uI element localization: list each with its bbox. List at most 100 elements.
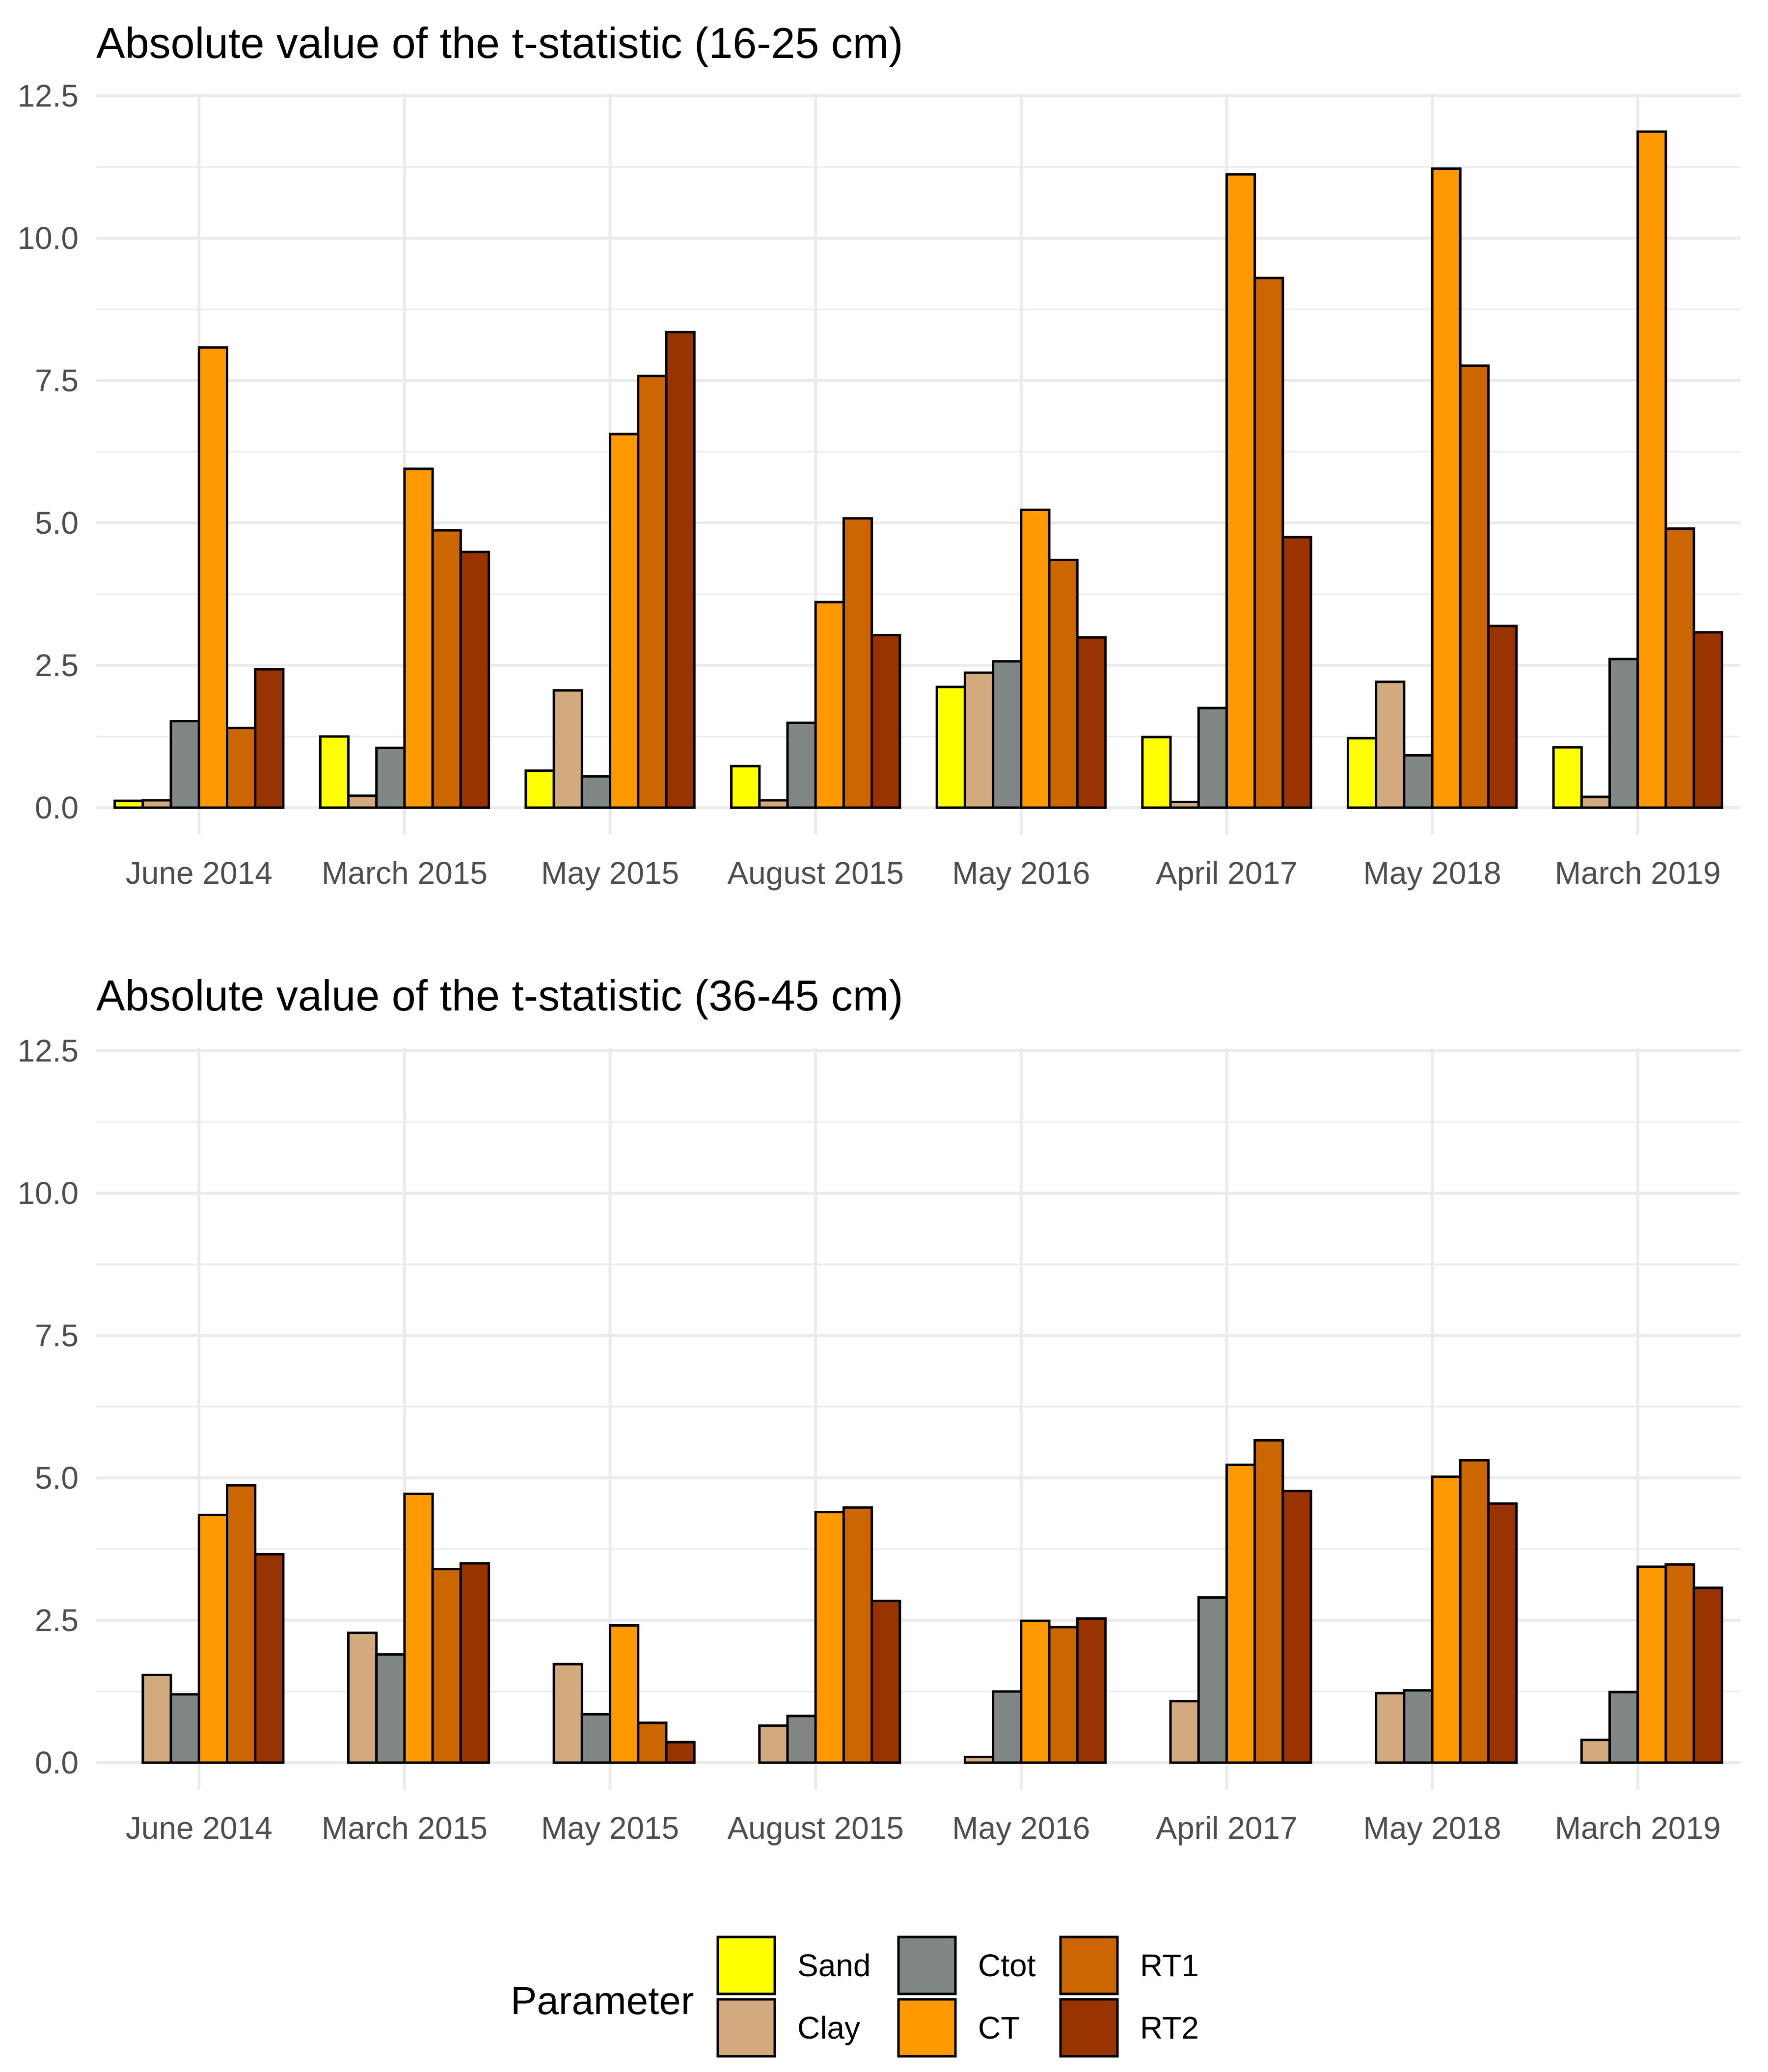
bar-clay-june-2014 [141,1673,172,1764]
bar-ctot-april-2017 [1197,1596,1228,1764]
bar-ct-march-2015 [403,467,434,809]
bar-rt1-may-2015 [637,1721,668,1764]
legend-label-ct: CT [978,2010,1020,2045]
bar-rt2-march-2015 [459,550,490,809]
bar-rt2-june-2014 [254,668,285,809]
bar-rt1-march-2019 [1664,1563,1695,1764]
bar-ctot-august-2015 [786,721,817,809]
legend-label-ctot: Ctot [978,1948,1036,1983]
x-tick-label: May 2016 [952,855,1090,891]
legend-key-ct [897,1998,957,2058]
bar-clay-may-2018 [1375,1691,1406,1764]
bar-clay-may-2015 [552,1663,583,1764]
y-tick-label: 7.5 [35,1318,79,1353]
bar-ct-may-2015 [609,433,640,809]
x-axis-labels: June 2014 March 2015 May 2015 August 2015 Ma… [126,855,1721,891]
bar-rt2-march-2015 [459,1562,490,1764]
bar-clay-august-2015 [758,1724,789,1764]
bar-rt2-may-2016 [1076,636,1107,809]
bar-clay-april-2017 [1169,1700,1200,1764]
bar-rt2-may-2018 [1487,625,1518,809]
bar-clay-april-2017 [1169,800,1200,809]
x-tick-label: May 2016 [952,1810,1090,1846]
legend-key-rt1 [1059,1936,1119,1995]
bar-rt2-august-2015 [870,1600,901,1764]
chart-panel-16-25cm: Absolute value of the t-statistic (16-25… [17,19,1741,891]
bar-rt1-april-2017 [1253,276,1284,809]
bar-ct-august-2015 [814,1511,845,1764]
y-tick-label: 7.5 [35,363,79,398]
bar-rt1-june-2014 [226,727,257,809]
bar-ct-march-2015 [403,1492,434,1764]
bar-clay-march-2019 [1580,795,1611,809]
bar-rt1-march-2019 [1664,527,1695,809]
y-tick-label: 10.0 [17,220,79,256]
x-tick-label: June 2014 [126,1810,272,1846]
legend-label-sand: Sand [797,1948,870,1983]
bar-clay-may-2016 [963,1755,995,1764]
bar-ctot-june-2014 [169,720,200,809]
bar-clay-august-2015 [758,799,789,809]
y-tick-label: 2.5 [35,648,79,683]
bar-ct-march-2019 [1636,1565,1667,1764]
bar-ct-april-2017 [1225,173,1256,809]
bar-ct-april-2017 [1225,1463,1256,1764]
bar-rt2-april-2017 [1281,536,1312,809]
bar-rt2-may-2015 [665,330,696,809]
y-tick-label: 0.0 [35,790,79,825]
bar-ctot-march-2015 [375,1653,406,1764]
bar-rt1-may-2015 [637,375,668,809]
bar-ct-august-2015 [814,600,845,809]
legend-key-clay [716,1998,776,2058]
bar-rt1-march-2015 [431,1568,462,1764]
chart-panel-36-45cm: Absolute value of the t-statistic (36-45… [17,971,1741,1846]
bar-clay-may-2018 [1375,681,1406,809]
y-tick-label: 12.5 [17,78,79,113]
bar-ctot-march-2019 [1608,1690,1639,1764]
legend-label-rt1: RT1 [1140,1948,1199,1983]
x-tick-label: March 2015 [322,855,488,891]
bar-sand-march-2015 [319,735,350,809]
bar-ct-may-2015 [609,1624,640,1764]
bars [113,130,1723,809]
legend-title: Parameter [511,1979,694,2022]
bar-rt2-may-2016 [1076,1617,1107,1764]
bar-rt1-may-2018 [1459,364,1490,809]
legend-label-rt2: RT2 [1140,2010,1199,2045]
bar-ctot-may-2015 [580,775,612,809]
bar-ctot-may-2016 [992,660,1023,809]
x-tick-label: May 2015 [541,1810,679,1846]
x-axis-labels: June 2014 March 2015 May 2015 August 2015 Ma… [126,1810,1721,1846]
bar-rt2-may-2015 [665,1741,696,1764]
bar-clay-june-2014 [141,799,172,809]
bar-rt2-june-2014 [254,1553,285,1764]
bar-ctot-august-2015 [786,1715,817,1764]
bar-ctot-may-2018 [1403,1689,1434,1764]
bar-ctot-may-2015 [580,1713,612,1764]
x-tick-label: March 2019 [1555,1810,1721,1846]
bar-rt2-may-2018 [1487,1502,1518,1764]
x-tick-label: June 2014 [126,855,272,891]
bar-ct-may-2016 [1020,1619,1051,1764]
bar-sand-april-2017 [1141,736,1172,809]
y-tick-label: 10.0 [17,1175,79,1211]
bar-sand-august-2015 [730,764,761,809]
bar-rt1-april-2017 [1253,1439,1284,1764]
bar-ctot-june-2014 [169,1693,200,1764]
x-tick-label: March 2015 [322,1810,488,1846]
bar-clay-march-2019 [1580,1739,1611,1764]
x-tick-label: August 2015 [727,855,903,891]
x-tick-label: April 2017 [1156,855,1297,891]
y-axis-labels: 0.0 2.5 5.0 7.5 10.0 12.5 [17,78,79,825]
bar-ctot-april-2017 [1197,707,1228,809]
x-tick-label: May 2015 [541,855,679,891]
bar-ct-may-2018 [1431,167,1462,809]
bar-ct-march-2019 [1636,130,1667,809]
bar-rt1-august-2015 [842,517,873,809]
y-tick-label: 12.5 [17,1033,79,1068]
bar-rt1-august-2015 [842,1506,873,1764]
legend-label-clay: Clay [797,2010,860,2045]
y-tick-label: 0.0 [35,1745,79,1780]
bar-rt1-may-2018 [1459,1459,1490,1764]
